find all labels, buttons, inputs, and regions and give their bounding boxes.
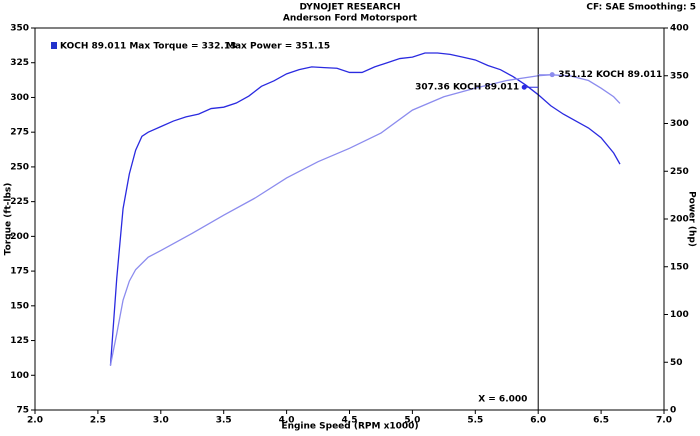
chart-subtitle: Anderson Ford Motorsport [283, 14, 418, 24]
y2-tick-label: 300 [670, 119, 689, 129]
plot-frame [34, 27, 665, 411]
x-tick-label: 4.5 [342, 416, 358, 426]
cursor-label: X = 6.000 [478, 395, 527, 405]
settings-label: CF: SAE Smoothing: 5 [586, 3, 696, 13]
legend-swatch [51, 42, 57, 49]
chart-title: DYNOJET RESEARCH [299, 3, 400, 13]
y-tick-label: 325 [10, 58, 29, 68]
y2-tick-label: 200 [670, 215, 689, 225]
x-axis-label: Engine Speed (RPM x1000) [281, 422, 418, 432]
y-tick-label: 300 [10, 93, 29, 103]
y-tick-label: 275 [10, 128, 29, 138]
legend-text: Max Power = 351.15 [226, 42, 330, 52]
x-tick-label: 5.0 [404, 416, 420, 426]
x-tick-label: 2.0 [27, 416, 43, 426]
x-tick-label: 7.0 [656, 416, 672, 426]
y-tick-label: 175 [10, 267, 29, 277]
x-tick-label: 3.0 [153, 416, 169, 426]
y-tick-label: 200 [10, 232, 29, 242]
x-tick-label: 6.0 [530, 416, 546, 426]
y-tick-label: 150 [10, 301, 29, 311]
legend-text: KOCH 89.011 Max Torque = 332.13 [60, 42, 236, 52]
y-tick-label: 125 [10, 336, 29, 346]
x-tick-label: 2.5 [90, 416, 106, 426]
x-tick-label: 4.0 [279, 416, 295, 426]
y2-tick-label: 400 [670, 24, 689, 34]
y-tick-label: 75 [16, 406, 29, 416]
y-tick-label: 100 [10, 371, 29, 381]
y2-tick-label: 0 [670, 406, 676, 416]
y-axis-label: Torque (ft-lbs) [4, 183, 14, 256]
x-tick-label: 5.5 [467, 416, 483, 426]
y-tick-label: 250 [10, 162, 29, 172]
marker-label: 307.36 KOCH 89.011 [415, 83, 519, 93]
y-tick-label: 350 [10, 24, 29, 34]
x-tick-label: 3.5 [216, 416, 232, 426]
marker-dot [521, 84, 527, 90]
marker-label: 351.12 KOCH 89.011 [558, 70, 662, 80]
y-tick-label: 225 [10, 197, 29, 207]
y2-tick-label: 150 [670, 262, 689, 272]
y2-axis-label: Power (hp) [687, 191, 697, 247]
x-tick-label: 6.5 [593, 416, 609, 426]
y2-tick-label: 50 [670, 358, 683, 368]
series-line [109, 74, 621, 366]
y2-tick-label: 100 [670, 310, 689, 320]
marker-dot [549, 72, 555, 78]
series-line [109, 52, 621, 366]
y2-tick-label: 350 [670, 71, 689, 81]
y2-tick-label: 250 [670, 167, 689, 177]
